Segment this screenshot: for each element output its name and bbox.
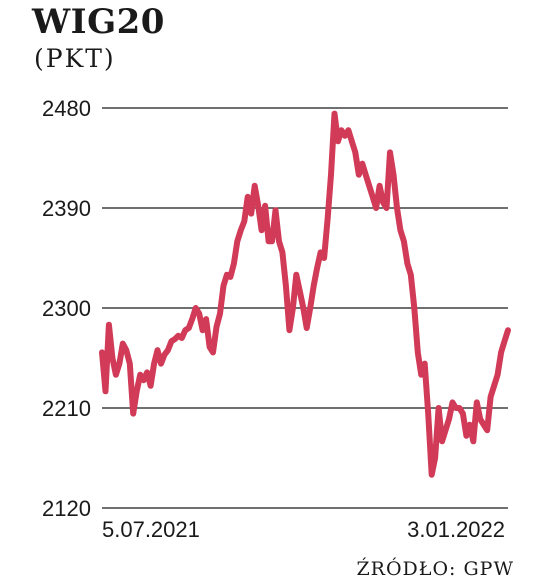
series-line-0 xyxy=(99,110,511,478)
y-axis-ticks: 2480 2390 2300 2210 2120 xyxy=(42,96,91,521)
x-tick-end: 3.01.2022 xyxy=(407,517,505,542)
source-note: ŹRÓDŁO: GPW xyxy=(356,558,514,580)
chart-title: WIG20 xyxy=(32,2,165,42)
y-tick-label: 2210 xyxy=(42,396,91,421)
series-lines xyxy=(99,110,511,478)
y-tick-label: 2300 xyxy=(42,296,91,321)
x-tick-start: 5.07.2021 xyxy=(102,517,200,542)
y-tick-label: 2120 xyxy=(42,496,91,521)
x-axis-ticks: 5.07.2021 3.01.2022 xyxy=(102,517,505,542)
chart-unit: (PKT) xyxy=(34,44,116,73)
y-tick-label: 2390 xyxy=(42,196,91,221)
y-tick-label: 2480 xyxy=(42,96,91,121)
